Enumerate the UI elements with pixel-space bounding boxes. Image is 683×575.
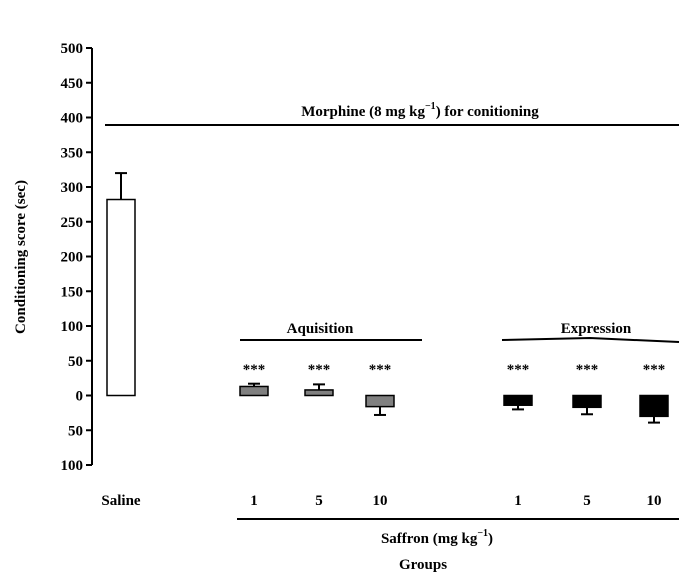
category-labels: Saline 1 5 10 1 5 10: [101, 493, 661, 509]
bar: [239, 385, 269, 397]
saffron-label: Saffron (mg kg−1): [381, 528, 493, 547]
category-label: Saline: [101, 493, 141, 509]
expression-label: Expression: [561, 321, 632, 337]
y-tick-label: 400: [61, 111, 84, 127]
significance-label: ***: [643, 362, 666, 378]
significance-label: ***: [243, 362, 266, 378]
bar: [304, 389, 334, 397]
y-axis-title: Conditioning score (sec): [13, 180, 29, 334]
y-tick-label: 200: [61, 250, 84, 266]
bar: [639, 394, 669, 418]
y-tick-label: 500: [61, 41, 84, 57]
category-label: 10: [373, 493, 388, 509]
y-tick-label: 50: [68, 423, 83, 439]
bar: [503, 394, 533, 406]
significance-label: ***: [576, 362, 599, 378]
y-tick-label: 100: [61, 458, 84, 474]
y-tick-label: 250: [61, 215, 84, 231]
significance-label: ***: [507, 362, 530, 378]
x-axis-title: Groups: [399, 557, 447, 573]
bar: [572, 394, 602, 409]
category-label: 5: [583, 493, 591, 509]
significance-label: ***: [369, 362, 392, 378]
bar: [106, 198, 136, 397]
category-label: 1: [250, 493, 258, 509]
expression-line: [501, 336, 680, 343]
category-label: 1: [514, 493, 522, 509]
y-tick-label: 300: [61, 180, 84, 196]
significance-label: ***: [308, 362, 331, 378]
bars: *** *** *** *** *** ***: [106, 172, 669, 424]
y-tick-label: 450: [61, 76, 84, 92]
acquisition-label: Aquisition: [287, 321, 354, 337]
y-tick-label: 0: [76, 389, 84, 405]
y-tick-label: 50: [68, 354, 83, 370]
category-label: 10: [647, 493, 662, 509]
category-label: 5: [315, 493, 323, 509]
y-tick-label: 100: [61, 319, 84, 335]
bar: [365, 394, 395, 408]
y-tick-label: 350: [61, 145, 84, 161]
y-tick-label: 150: [61, 284, 84, 300]
morphine-label: Morphine (8 mg kg−1) for conitioning: [301, 101, 539, 120]
